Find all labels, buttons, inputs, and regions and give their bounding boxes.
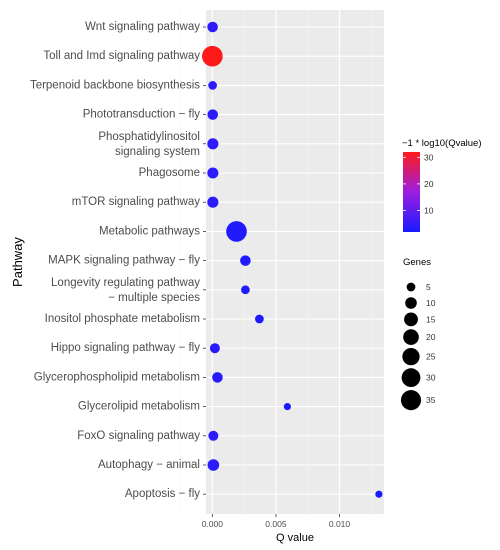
size-legend-label: 30 (426, 373, 436, 383)
size-legend-label: 5 (426, 282, 431, 292)
data-point (226, 221, 247, 242)
size-legend-label: 15 (426, 314, 436, 324)
size-legend-dot (406, 282, 416, 292)
y-tick-label: mTOR signaling pathway (72, 196, 201, 208)
y-tick-label: Metabolic pathways (99, 225, 200, 237)
data-point (207, 196, 219, 208)
y-tick-label: MAPK signaling pathway − fly (48, 255, 200, 267)
size-legend-label: 35 (426, 395, 436, 405)
color-legend-title: −1 * log10(Qvalue) (402, 138, 481, 149)
data-point (207, 167, 219, 179)
y-tick-label: FoxO signaling pathway (77, 430, 200, 442)
x-tick-label: 0.010 (329, 519, 351, 529)
size-legend-dot (405, 297, 417, 309)
y-tick-label: Wnt signaling pathway (85, 21, 200, 33)
y-tick-label: Apoptosis − fly (125, 488, 200, 500)
y-tick-label: Phosphatidylinositol signaling system (98, 131, 200, 158)
plot-panel (206, 10, 384, 514)
size-legend-label: 25 (426, 352, 436, 362)
size-legend-dot (402, 347, 420, 366)
size-legend-dot (404, 312, 418, 327)
data-point (208, 430, 219, 441)
y-tick-label: Glycerophospholipid metabolism (34, 371, 200, 383)
data-point (209, 343, 220, 354)
x-tick-label: 0.005 (265, 519, 287, 529)
gridlines (180, 10, 384, 514)
data-point (283, 403, 291, 411)
x-tick-labels: 0.000 0.005 0.010 (202, 514, 351, 529)
size-legend-dot (403, 329, 419, 345)
color-bar-label: 20 (424, 179, 434, 189)
size-legend-dot (400, 390, 422, 411)
y-tick-label: Longevity regulating pathway − multiple s… (51, 277, 200, 304)
data-point (255, 314, 264, 324)
y-axis-title: Pathway (10, 237, 25, 287)
data-points (202, 21, 383, 498)
data-point (375, 490, 383, 498)
data-point (202, 45, 223, 67)
size-legend-label: 20 (426, 332, 436, 342)
y-tick-labels: Wnt signaling pathway Toll and Imd signal… (30, 21, 206, 500)
y-tick-label: Inositol phosphate metabolism (45, 313, 200, 325)
data-point (241, 285, 250, 295)
data-point (207, 459, 220, 471)
x-tick-label: 0.000 (202, 519, 224, 529)
color-bar-label: 30 (424, 152, 434, 162)
data-point (207, 21, 218, 33)
y-tick-label: Hippo signaling pathway − fly (51, 342, 201, 354)
size-legend-title: Genes (403, 257, 431, 268)
data-point (208, 81, 217, 90)
size-legend-dot (401, 368, 421, 388)
data-point (212, 372, 223, 383)
data-point (207, 109, 219, 120)
y-tick-label: Glycerolipid metabolism (78, 401, 200, 413)
size-legend: Genes 5 10 15 20 25 30 35 (400, 257, 436, 411)
data-point (240, 255, 251, 266)
y-tick-label: Autophagy − animal (98, 459, 200, 471)
y-tick-label: Terpenoid backbone biosynthesis (30, 79, 200, 91)
y-tick-label: Phototransduction − fly (83, 109, 201, 121)
data-point (207, 138, 219, 150)
color-bar-label: 10 (424, 205, 434, 215)
y-tick-label: Phagosome (139, 167, 200, 179)
size-legend-label: 10 (426, 298, 436, 308)
color-legend: −1 * log10(Qvalue) 10 20 30 (402, 138, 481, 232)
x-axis-title: Q value (276, 532, 314, 544)
y-tick-label: Toll and Imd signaling pathway (43, 50, 200, 62)
color-bar (403, 152, 420, 232)
